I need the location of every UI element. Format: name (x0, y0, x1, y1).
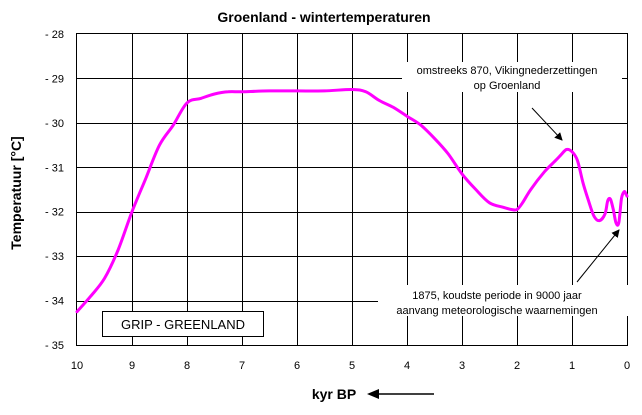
x-tick-label: 4 (404, 360, 410, 372)
annotation-1875-bg (378, 285, 630, 316)
y-axis-label: Temperatuur [°C] (8, 136, 24, 249)
x-tick-labels: 10 9 8 7 6 5 4 3 2 1 0 (71, 360, 630, 372)
annotation-viking-bg (402, 62, 622, 92)
annotation-1875-line1: 1875, koudste periode in 9000 jaar (412, 290, 582, 302)
y-tick-label: - 28 (45, 29, 64, 41)
temperature-series-line (75, 87, 629, 314)
x-tick-label: 8 (184, 360, 190, 372)
annotation-viking: omstreeks 870, Vikingnederzettingen op G… (402, 62, 622, 141)
x-axis-label: kyr BP (312, 386, 356, 402)
annotation-1875-arrow (576, 229, 620, 283)
x-tick-label: 5 (349, 360, 355, 372)
x-tick-label: 7 (239, 360, 245, 372)
annotation-1875: 1875, koudste periode in 9000 jaar aanva… (378, 229, 630, 317)
x-tick-label: 0 (624, 360, 630, 372)
x-tick-label: 2 (514, 360, 520, 372)
chart-title: Groenland - wintertemperaturen (217, 9, 430, 25)
annotation-viking-line1: omstreeks 870, Vikingnederzettingen (417, 65, 598, 77)
y-tick-label: - 32 (45, 207, 64, 219)
plot-frame (76, 33, 628, 346)
x-tick-label: 9 (129, 360, 135, 372)
y-tick-label: - 30 (45, 118, 64, 130)
x-tick-label: 3 (459, 360, 465, 372)
legend-box: GRIP - GREENLAND (102, 311, 264, 337)
annotation-1875-line2: aanvang meteorologische waarnemingen (396, 305, 597, 317)
x-tick-label: 6 (294, 360, 300, 372)
annotation-viking-line2: op Groenland (474, 80, 541, 92)
x-tick-label: 10 (71, 360, 83, 372)
y-tick-label: - 34 (45, 296, 64, 308)
x-tick-label: 1 (569, 360, 575, 372)
annotation-viking-arrow (531, 107, 563, 141)
y-tick-label: - 33 (45, 251, 64, 263)
legend-box-frame (102, 311, 264, 337)
legend-box-label: GRIP - GREENLAND (121, 317, 245, 332)
y-tick-label: - 29 (45, 73, 64, 85)
y-tick-labels: - 28 - 29 - 30 - 31 - 32 - 33 - 34 - 35 (45, 29, 64, 352)
y-tick-label: - 35 (45, 340, 64, 352)
y-tick-label: - 31 (45, 162, 64, 174)
